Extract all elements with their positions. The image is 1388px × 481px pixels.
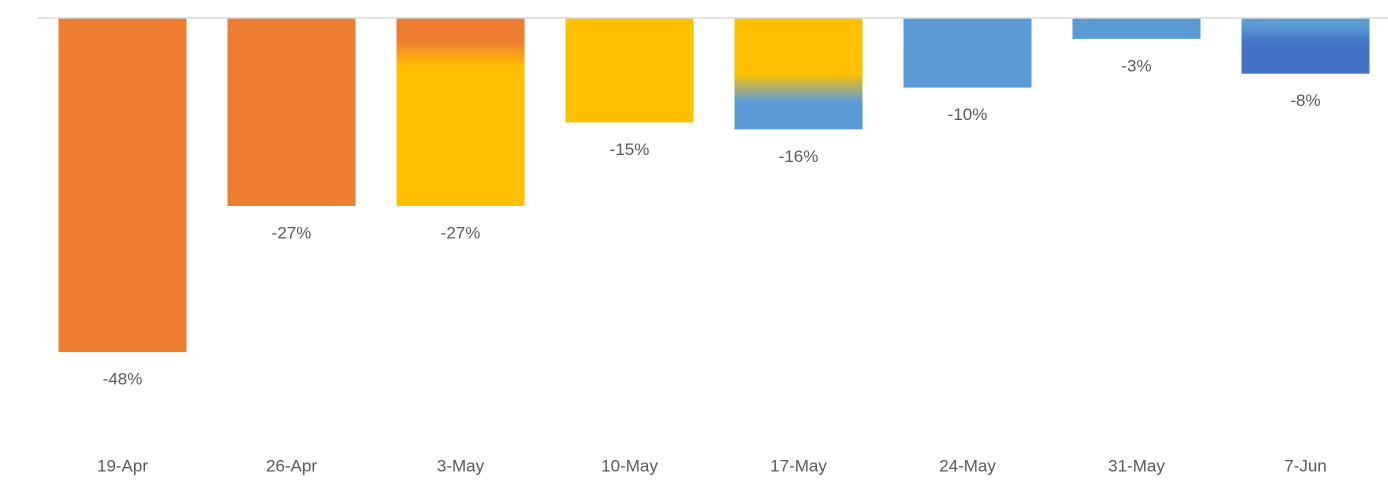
bar — [734, 18, 863, 130]
bar — [58, 18, 187, 353]
data-label: -15% — [610, 140, 650, 159]
bar — [1241, 18, 1370, 74]
x-tick-label: 31-May — [1108, 456, 1165, 475]
x-tick-label: 10-May — [601, 456, 658, 475]
data-label: -3% — [1121, 56, 1151, 75]
x-tick-label: 24-May — [939, 456, 996, 475]
x-tick-label: 26-Apr — [266, 456, 317, 475]
data-label: -8% — [1290, 91, 1320, 110]
data-label: -48% — [103, 370, 143, 389]
bar — [565, 18, 694, 123]
bar — [903, 18, 1032, 88]
bar — [227, 18, 356, 206]
bar — [1072, 18, 1201, 39]
data-label: -10% — [948, 105, 988, 124]
x-tick-label: 3-May — [437, 456, 485, 475]
data-label: -27% — [441, 223, 481, 242]
data-label: -16% — [779, 147, 819, 166]
bar — [396, 18, 525, 206]
x-tick-label: 17-May — [770, 456, 827, 475]
x-tick-label: 19-Apr — [97, 456, 148, 475]
data-label: -27% — [272, 223, 312, 242]
x-tick-label: 7-Jun — [1284, 456, 1327, 475]
